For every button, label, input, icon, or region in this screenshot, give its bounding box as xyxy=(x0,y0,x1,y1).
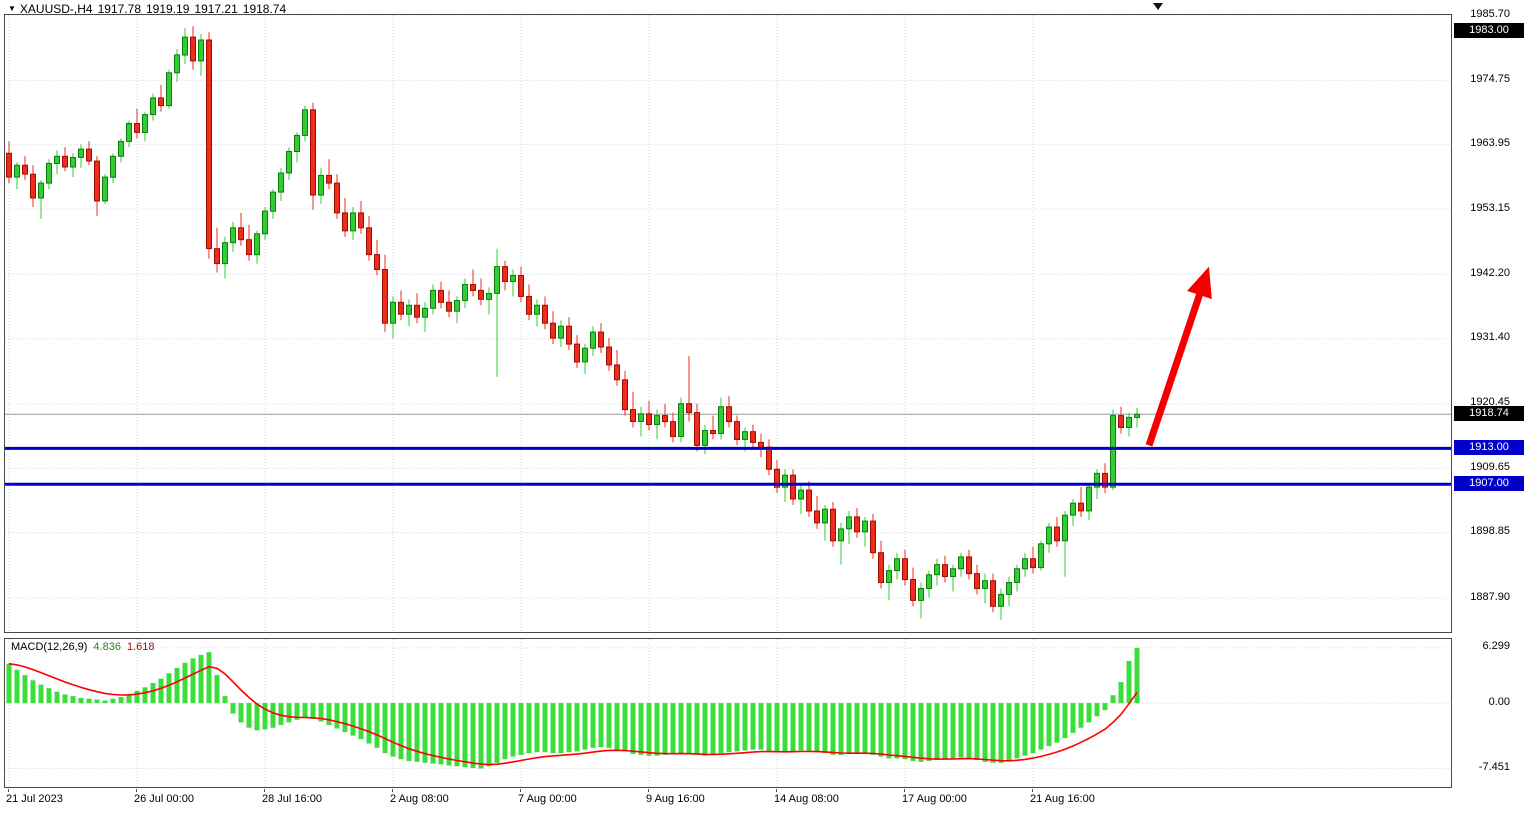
macd-signal-line xyxy=(8,662,1138,766)
price-tick-label: 1931.40 xyxy=(1470,331,1510,343)
macd-indicator-name: MACD(12,26,9) xyxy=(11,641,88,653)
time-tick-label: 26 Jul 00:00 xyxy=(134,793,194,805)
price-badge: 1907.00 xyxy=(1454,476,1524,491)
price-badge: 1918.74 xyxy=(1454,406,1524,421)
close-value: 1918.74 xyxy=(242,2,287,16)
main-chart-panel[interactable] xyxy=(4,14,1452,633)
symbol-dropdown-icon[interactable]: ▼ xyxy=(8,4,16,13)
price-axis[interactable]: 1985.70 1974.75 1963.95 1953.15 1942.20 1931.… xyxy=(1452,0,1526,813)
time-tick xyxy=(8,789,9,792)
price-badge: 1913.00 xyxy=(1454,440,1524,455)
time-tick xyxy=(136,789,137,792)
time-tick-label: 9 Aug 16:00 xyxy=(646,793,705,805)
candlesticks xyxy=(6,26,1140,621)
macd-indicator-label: MACD(12,26,9) 4.836 1.618 xyxy=(11,641,154,653)
macd-signal-value: 1.618 xyxy=(126,641,155,653)
price-tick-label: 1953.15 xyxy=(1470,202,1510,214)
time-tick-label: 17 Aug 00:00 xyxy=(902,793,967,805)
time-tick-label: 2 Aug 08:00 xyxy=(390,793,449,805)
open-value: 1917.78 xyxy=(97,2,141,16)
time-tick xyxy=(648,789,649,792)
price-tick-label: 1942.20 xyxy=(1470,267,1510,279)
time-tick xyxy=(392,789,393,792)
macd-histogram xyxy=(6,647,1140,769)
price-tick-label: 1887.90 xyxy=(1470,591,1510,603)
price-tick-label: 1974.75 xyxy=(1470,73,1510,85)
symbol-name: XAUUSD-,H4 xyxy=(19,2,93,16)
macd-panel[interactable] xyxy=(4,638,1452,788)
macd-tick-label: 6.299 xyxy=(1482,640,1510,652)
candlestick-chart xyxy=(5,15,1451,632)
high-value: 1919.19 xyxy=(146,2,190,16)
price-tick-label: 1898.85 xyxy=(1470,525,1510,537)
price-badge: 1983.00 xyxy=(1454,23,1524,38)
time-tick-label: 28 Jul 16:00 xyxy=(262,793,322,805)
time-tick xyxy=(904,789,905,792)
price-tick-label: 1909.65 xyxy=(1470,461,1510,473)
price-tick-label: 1963.95 xyxy=(1470,137,1510,149)
macd-chart xyxy=(5,639,1451,787)
macd-grid xyxy=(5,639,1451,787)
macd-tick-label: -7.451 xyxy=(1478,761,1510,773)
symbol-ohlc-display: ▼ XAUUSD-,H4 1917.78 1919.19 1917.21 1918.74 xyxy=(8,2,286,16)
time-tick xyxy=(1032,789,1033,792)
low-value: 1917.21 xyxy=(194,2,238,16)
time-tick-label: 7 Aug 00:00 xyxy=(518,793,577,805)
time-tick xyxy=(264,789,265,792)
time-tick xyxy=(520,789,521,792)
time-tick xyxy=(776,789,777,792)
time-tick-label: 14 Aug 08:00 xyxy=(774,793,839,805)
trend-arrow-annotation[interactable] xyxy=(1145,266,1212,447)
chart-shift-marker-icon[interactable] xyxy=(1153,3,1163,10)
macd-tick-label: 0.00 xyxy=(1488,696,1510,708)
time-tick-label: 21 Aug 16:00 xyxy=(1030,793,1095,805)
price-tick-label: 1985.70 xyxy=(1470,8,1510,20)
chart-grid xyxy=(5,15,1451,632)
price-tick-label: 1920.45 xyxy=(1470,396,1510,408)
time-tick-label: 21 Jul 2023 xyxy=(6,793,63,805)
time-axis[interactable]: 21 Jul 2023 26 Jul 00:00 28 Jul 16:00 2 Aug… xyxy=(4,789,1452,813)
macd-main-value: 4.836 xyxy=(93,641,121,653)
